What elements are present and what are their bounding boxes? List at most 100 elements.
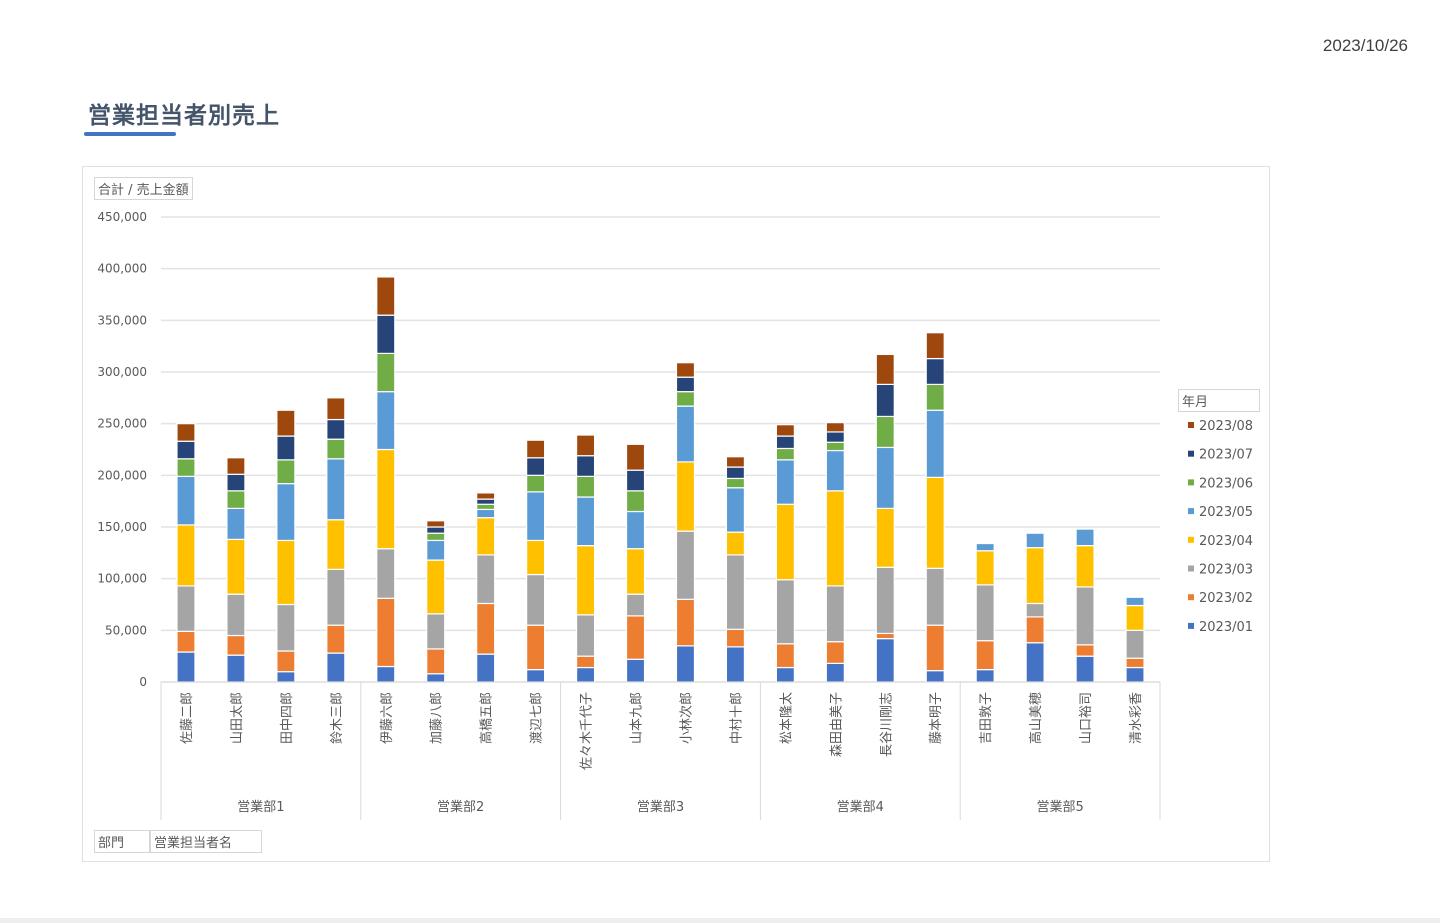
bar-segment[interactable] [925, 476, 945, 569]
bar-segment[interactable] [975, 668, 995, 683]
bar-segment[interactable] [176, 458, 196, 477]
bar-segment[interactable] [226, 507, 246, 540]
axis-field-salesperson-button[interactable]: 営業担当者名 [150, 830, 262, 853]
bar-segment[interactable] [526, 539, 546, 576]
bar-segment[interactable] [775, 435, 795, 450]
bar-segment[interactable] [1025, 602, 1045, 618]
bar-segment[interactable] [1075, 644, 1095, 657]
bar-segment[interactable] [775, 459, 795, 505]
bar-segment[interactable] [176, 475, 196, 526]
bar-segment[interactable] [675, 645, 696, 683]
bar-segment[interactable] [675, 598, 696, 647]
axis-field-department-button[interactable]: 部門 [94, 830, 150, 853]
bar-segment[interactable] [725, 646, 746, 683]
bar-segment[interactable] [675, 376, 696, 393]
bar-segment[interactable] [825, 490, 845, 587]
bar-segment[interactable] [775, 447, 795, 461]
bar-segment[interactable] [226, 457, 246, 475]
bar-segment[interactable] [376, 391, 396, 451]
bar-segment[interactable] [426, 526, 446, 534]
bar-segment[interactable] [825, 441, 845, 452]
bar-segment[interactable] [975, 584, 995, 642]
bar-segment[interactable] [925, 332, 945, 360]
legend-item[interactable]: 2023/06 [1199, 476, 1253, 491]
legend-item[interactable]: 2023/02 [1199, 591, 1253, 606]
bar-segment[interactable] [925, 670, 945, 683]
bar-segment[interactable] [625, 658, 646, 683]
bar-segment[interactable] [426, 613, 446, 650]
bar-segment[interactable] [1025, 532, 1045, 549]
bar-segment[interactable] [675, 391, 696, 407]
bar-segment[interactable] [625, 615, 646, 660]
bar-segment[interactable] [725, 466, 746, 480]
bar-segment[interactable] [875, 353, 895, 385]
bar-segment[interactable] [575, 655, 596, 669]
legend-item[interactable]: 2023/01 [1199, 620, 1253, 635]
bar-segment[interactable] [426, 648, 446, 675]
bar-segment[interactable] [725, 477, 746, 489]
bar-segment[interactable] [526, 668, 546, 683]
bar-segment[interactable] [675, 461, 696, 532]
bar-segment[interactable] [376, 448, 396, 550]
bar-segment[interactable] [925, 383, 945, 411]
bar-segment[interactable] [476, 498, 496, 505]
bar-segment[interactable] [1075, 586, 1095, 646]
legend-item[interactable]: 2023/03 [1199, 563, 1253, 578]
bar-segment[interactable] [1125, 666, 1145, 683]
bar-segment[interactable] [775, 643, 795, 669]
bar-segment[interactable] [875, 507, 895, 568]
bar-segment[interactable] [975, 550, 995, 586]
bar-segment[interactable] [675, 362, 696, 378]
bar-segment[interactable] [875, 566, 895, 635]
bar-segment[interactable] [376, 548, 396, 599]
bar-segment[interactable] [725, 487, 746, 533]
bar-segment[interactable] [575, 544, 596, 616]
bar-segment[interactable] [875, 446, 895, 509]
bar-segment[interactable] [176, 630, 196, 653]
bar-segment[interactable] [825, 422, 845, 433]
bar-segment[interactable] [725, 531, 746, 556]
bar-segment[interactable] [775, 579, 795, 645]
bar-segment[interactable] [575, 475, 596, 498]
bar-segment[interactable] [825, 431, 845, 443]
bar-segment[interactable] [625, 548, 646, 595]
bar-segment[interactable] [526, 474, 546, 493]
bar-segment[interactable] [1125, 604, 1145, 631]
bar-segment[interactable] [1075, 528, 1095, 547]
bar-segment[interactable] [276, 671, 296, 683]
legend-item[interactable]: 2023/05 [1199, 505, 1253, 520]
bar-segment[interactable] [625, 490, 646, 513]
bar-segment[interactable] [276, 459, 296, 485]
bar-segment[interactable] [575, 666, 596, 683]
bar-segment[interactable] [426, 673, 446, 683]
bar-segment[interactable] [526, 624, 546, 671]
bar-segment[interactable] [426, 559, 446, 615]
bar-segment[interactable] [376, 352, 396, 393]
bar-segment[interactable] [326, 397, 346, 421]
bar-segment[interactable] [1125, 596, 1145, 607]
bar-segment[interactable] [226, 654, 246, 683]
bar-segment[interactable] [825, 585, 845, 643]
bar-segment[interactable] [775, 503, 795, 581]
bar-segment[interactable] [925, 357, 945, 386]
bar-segment[interactable] [176, 651, 196, 683]
bar-segment[interactable] [725, 456, 746, 468]
bar-segment[interactable] [575, 434, 596, 457]
bar-segment[interactable] [925, 567, 945, 626]
bar-segment[interactable] [476, 492, 496, 500]
bar-segment[interactable] [276, 603, 296, 652]
bar-segment[interactable] [975, 542, 995, 552]
bar-segment[interactable] [1025, 642, 1045, 683]
bar-segment[interactable] [176, 440, 196, 460]
bar-segment[interactable] [1025, 616, 1045, 644]
bar-segment[interactable] [675, 405, 696, 463]
bar-segment[interactable] [376, 276, 396, 316]
bar-segment[interactable] [575, 614, 596, 657]
bar-segment[interactable] [326, 568, 346, 626]
bar-segment[interactable] [226, 473, 246, 492]
legend-field-button[interactable]: 年月 [1178, 389, 1260, 412]
bar-segment[interactable] [725, 628, 746, 648]
bar-segment[interactable] [526, 457, 546, 476]
bar-segment[interactable] [975, 640, 995, 671]
bar-segment[interactable] [825, 641, 845, 665]
